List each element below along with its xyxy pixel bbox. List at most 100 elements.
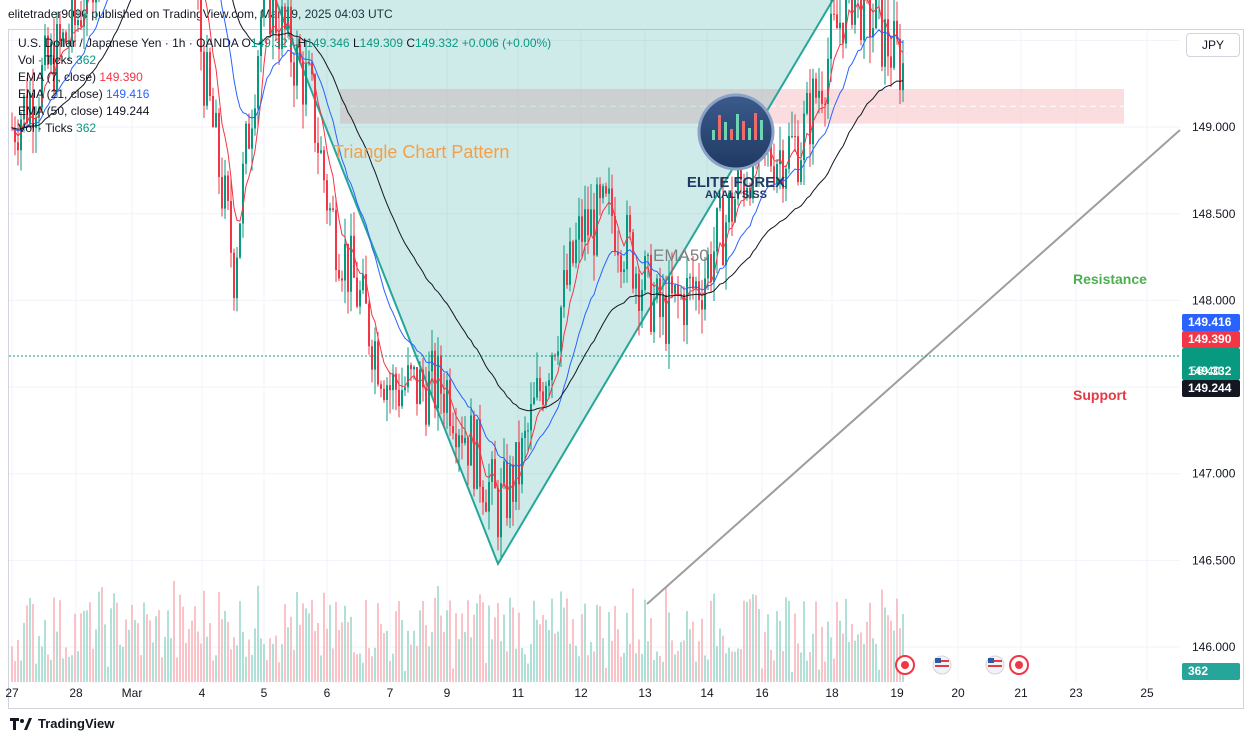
volume-bar — [698, 641, 700, 682]
volume-bar — [554, 633, 556, 682]
volume-bar — [896, 598, 898, 682]
candle-body — [653, 298, 655, 332]
volume-bar — [881, 589, 883, 682]
volume-bar — [380, 624, 382, 682]
volume-bar — [197, 631, 199, 682]
volume-bar — [44, 619, 46, 682]
candle-body — [668, 276, 670, 344]
support-label: Support — [1073, 387, 1127, 403]
volume-bar — [425, 625, 427, 682]
candle-body — [605, 186, 607, 194]
volume-bar — [344, 605, 346, 682]
price-tick: 148.500 — [1192, 207, 1236, 221]
volume-bar — [236, 645, 238, 682]
volume-bar — [767, 614, 769, 682]
volume-bar — [689, 629, 691, 682]
candle-body — [572, 241, 574, 264]
candle-body — [515, 442, 517, 502]
volume-bar — [593, 651, 595, 682]
symbol-name[interactable]: U.S. Dollar / Japanese Yen · 1h · OANDA — [18, 36, 239, 50]
volume-bar — [308, 613, 310, 682]
candle-body — [332, 208, 334, 210]
volume-bar — [26, 605, 28, 682]
volume-bar — [467, 600, 469, 682]
candle-body — [851, 0, 853, 25]
us-flag-icon — [935, 658, 941, 663]
candle-body — [569, 241, 571, 285]
candle-body — [782, 150, 784, 189]
drawings[interactable]: Triangle Chart Pattern EMA50 Resistance Sup… — [333, 0, 1181, 605]
volume-bar — [506, 651, 508, 682]
candle-body — [632, 232, 634, 289]
legend-volume2-row[interactable]: Vol · Ticks 362 — [18, 120, 551, 137]
candle-body — [554, 355, 556, 357]
price-tick: 147.000 — [1192, 467, 1236, 481]
time-tick: 18 — [825, 686, 839, 700]
volume-bar — [341, 622, 343, 682]
triangle-pattern[interactable] — [172, 0, 850, 567]
logo-bar — [736, 114, 739, 140]
volume-label: Vol · Ticks — [18, 53, 73, 67]
candle-body — [902, 63, 904, 91]
candle-body — [716, 208, 718, 252]
volume-bar — [257, 585, 259, 682]
candle-body — [884, 19, 886, 67]
candle-body — [512, 464, 514, 502]
ema21-label: EMA (21, close) — [18, 87, 103, 101]
legend-volume-row[interactable]: Vol · Ticks 362 — [18, 52, 551, 69]
volume-bar — [149, 620, 151, 682]
candle-body — [314, 74, 316, 143]
ohlc-high: 149.346 — [306, 36, 350, 50]
candle-body — [725, 222, 727, 266]
candle-body — [644, 256, 646, 290]
candle-body — [686, 278, 688, 325]
legend-ema21-row[interactable]: EMA (21, close) 149.416 — [18, 86, 551, 103]
volume-bar — [509, 597, 511, 682]
candle-body — [305, 63, 307, 105]
candle-body — [746, 188, 748, 198]
candle-body — [329, 208, 331, 211]
volume-bar — [650, 618, 652, 682]
candle-body — [578, 216, 580, 240]
volume-bar — [98, 591, 100, 682]
currency-button[interactable]: JPY — [1186, 33, 1240, 57]
volume-bar — [605, 667, 607, 682]
volume-bar — [296, 592, 298, 682]
candle-body — [413, 366, 415, 370]
candle-body — [344, 243, 346, 281]
ema7-line — [11, 0, 904, 493]
time-tick: 28 — [69, 686, 83, 700]
legend-ema50-row[interactable]: EMA (50, close) 149.244 — [18, 103, 551, 120]
volume-bar — [101, 587, 103, 682]
volume-bar — [272, 643, 274, 682]
time-tick: 27 — [5, 686, 19, 700]
volume-bar — [56, 631, 58, 682]
candle-body — [11, 127, 13, 129]
volume-bar — [329, 604, 331, 682]
candle-body — [221, 176, 223, 209]
candle-body — [245, 123, 247, 164]
volume-bar — [842, 633, 844, 682]
tradingview-footer[interactable]: TradingView — [10, 716, 114, 731]
event-icons[interactable] — [895, 655, 1029, 675]
candle-body — [494, 459, 496, 489]
volume-bar — [248, 639, 250, 682]
candle-body — [17, 142, 19, 151]
candle-body — [47, 35, 49, 65]
volume-bar — [476, 603, 478, 682]
volume-bar — [662, 661, 664, 682]
candle-body — [650, 254, 652, 332]
candle-body — [551, 355, 553, 381]
volume-bar — [557, 631, 559, 682]
legend-ema7-row[interactable]: EMA (7, close) 149.390 — [18, 69, 551, 86]
volume-bar — [284, 604, 286, 682]
volume-bar — [878, 669, 880, 682]
candle-body — [545, 385, 547, 405]
candle-body — [227, 175, 229, 201]
volume-bar — [209, 623, 211, 682]
chart-area[interactable] — [8, 29, 1244, 709]
volume-bar — [488, 605, 490, 682]
volume-bar — [857, 634, 859, 682]
volume-bar — [902, 613, 904, 682]
